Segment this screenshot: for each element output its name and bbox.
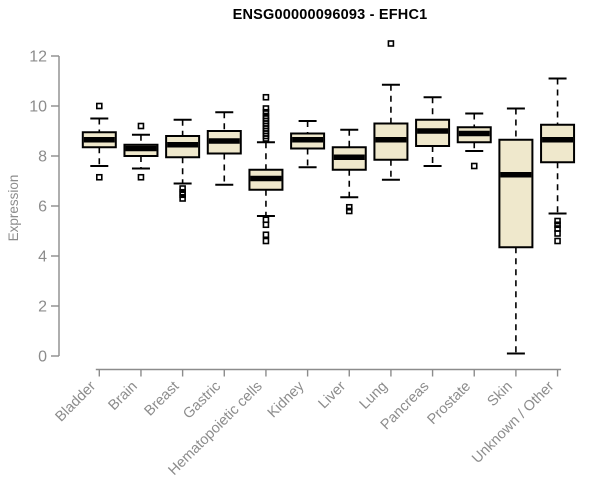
outlier-point	[179, 185, 186, 192]
outlier-point	[470, 162, 478, 170]
x-tick-label-brain: Brain	[106, 379, 141, 414]
outlier-point	[96, 102, 103, 110]
outlier-point	[554, 217, 561, 225]
outlier-point	[262, 135, 270, 142]
outlier-point	[262, 231, 270, 239]
box-prostate	[456, 112, 492, 170]
box-liver	[331, 128, 367, 215]
outlier-point	[554, 221, 561, 229]
box-breast	[165, 118, 201, 202]
box-lung	[373, 40, 409, 181]
box-brain	[123, 122, 159, 181]
box-gastric	[206, 111, 242, 186]
y-tick-label: 8	[38, 149, 47, 166]
outlier-point	[345, 207, 353, 215]
box-unknown-other	[540, 77, 576, 245]
y-tick-label: 10	[29, 99, 47, 116]
outlier-point	[262, 237, 270, 245]
outlier-point	[179, 195, 186, 202]
x-tick-label-bladder: Bladder	[52, 378, 99, 425]
outlier-point	[137, 173, 145, 181]
y-tick-label: 4	[38, 249, 47, 266]
x-tick-label-skin: Skin	[484, 379, 515, 410]
outlier-point	[262, 108, 270, 116]
box-bladder	[81, 102, 117, 181]
box-skin	[498, 107, 534, 355]
y-tick-label: 12	[29, 49, 47, 66]
chart-title: ENSG00000096093 - EFHC1	[232, 7, 428, 23]
box-kidney	[290, 120, 326, 169]
outlier-point	[137, 122, 145, 130]
outlier-point	[262, 93, 270, 101]
x-tick-label-liver: Liver	[316, 378, 350, 412]
outlier-point	[262, 105, 270, 112]
y-tick-label: 2	[38, 299, 47, 316]
x-tick-label-prostate: Prostate	[425, 379, 474, 428]
outlier-point	[179, 191, 186, 199]
outlier-point	[387, 40, 395, 47]
x-tick-label-breast: Breast	[141, 379, 182, 420]
outlier-point	[262, 221, 270, 229]
outlier-point	[554, 237, 561, 245]
iqr-box	[498, 138, 534, 249]
y-tick-label: 0	[38, 349, 47, 366]
box-hematopoietic-cells	[248, 93, 284, 245]
outlier-point	[96, 173, 103, 181]
y-tick-label: 6	[38, 199, 47, 216]
iqr-box	[540, 123, 576, 164]
outlier-point	[345, 203, 353, 211]
x-tick-label-kidney: Kidney	[265, 378, 308, 421]
x-tick-label-lung: Lung	[357, 379, 391, 413]
box-pancreas	[415, 96, 451, 167]
outlier-point	[554, 230, 561, 237]
